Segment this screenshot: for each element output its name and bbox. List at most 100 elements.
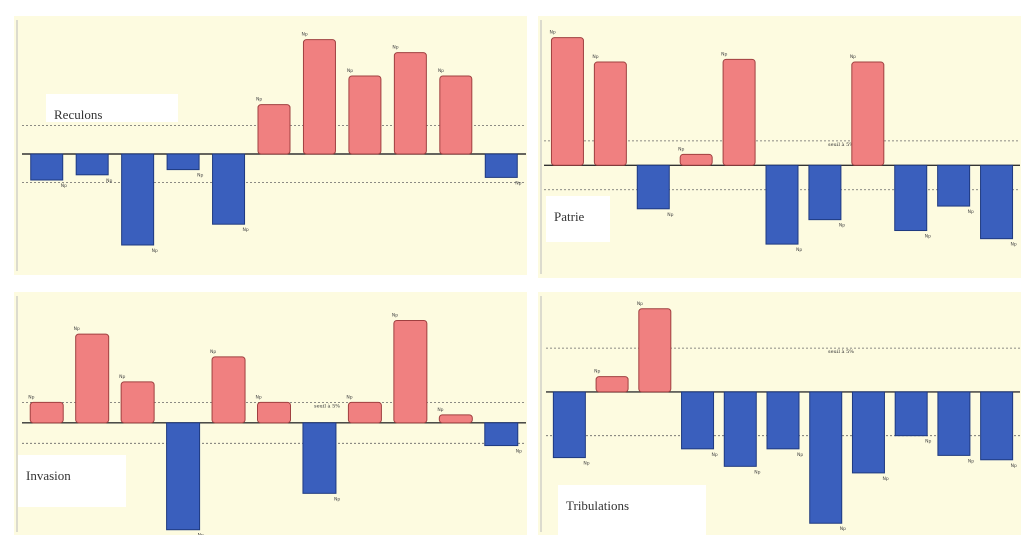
bar: [302, 39, 336, 155]
bar-label: Np: [968, 458, 974, 464]
bar-label: Np: [796, 247, 802, 253]
bar: [636, 164, 670, 210]
bar-label: Np: [925, 234, 931, 240]
bar: [681, 391, 715, 450]
chart-panel-patrie: seuil à 5% Np Np Np Np Np Np Np Np Np Np Np Patrie: [538, 16, 1021, 278]
bar-label: Np: [243, 227, 249, 233]
bar: [851, 391, 885, 474]
bar-label: Np: [198, 533, 204, 535]
bar: [212, 153, 246, 225]
bar: [348, 75, 382, 155]
bar: [75, 333, 110, 424]
bar-label: Np: [712, 452, 718, 458]
bar: [766, 391, 800, 450]
bar-label: Np: [119, 374, 125, 380]
bar-label: Np: [256, 394, 262, 400]
bar: [595, 376, 629, 393]
bar-label: Np: [797, 452, 803, 458]
bar-label: Np: [637, 301, 643, 307]
bar: [438, 414, 473, 424]
bar-label: Np: [197, 173, 203, 179]
bar-label: Np: [438, 68, 444, 74]
bar: [894, 391, 928, 437]
bar-label: Np: [74, 326, 80, 332]
bar: [552, 391, 586, 459]
bar-label: Np: [515, 180, 521, 186]
bar: [980, 164, 1014, 240]
chart-svg: Np Np Np Np Np Np Np Np Np Np Np: [16, 20, 526, 271]
bar-label: Np: [346, 394, 352, 400]
bar: [484, 153, 518, 178]
bar-label: Np: [1011, 463, 1017, 469]
bar: [166, 422, 201, 531]
bar-label: Np: [721, 51, 727, 57]
bar: [937, 164, 971, 207]
bar: [638, 308, 672, 393]
bar-label: Np: [667, 212, 673, 218]
bar-label: Np: [754, 469, 760, 475]
bar: [257, 104, 291, 155]
chart-panel-invasion: seuil à 5% Np Np Np Np Np Np Np Np Np Np Np Invasio…: [14, 292, 527, 535]
bar: [302, 422, 337, 494]
bar: [30, 153, 64, 181]
bar: [593, 61, 627, 166]
bar-label: Np: [549, 30, 555, 36]
bar: [484, 422, 519, 447]
bar-label: Np: [392, 45, 398, 51]
bar-label: Np: [968, 209, 974, 215]
bar-label: Np: [516, 449, 522, 455]
bar: [393, 52, 427, 155]
chart-title: Tribulations: [558, 485, 706, 535]
bar: [809, 391, 843, 524]
bar-label: Np: [592, 54, 598, 60]
bar: [722, 58, 756, 166]
chart-panel-reculons: Np Np Np Np Np Np Np Np Np Np Np Reculons: [14, 16, 527, 275]
bar-label: Np: [392, 312, 398, 318]
bar-label: Np: [678, 146, 684, 152]
threshold-label: seuil à 5%: [314, 402, 340, 409]
bar-label: Np: [839, 223, 845, 229]
bar-label: Np: [106, 178, 112, 184]
threshold-label: seuil à 5%: [828, 348, 854, 355]
bar: [894, 164, 928, 232]
bar-label: Np: [210, 349, 216, 355]
bar-label: Np: [850, 54, 856, 60]
bar-label: Np: [152, 248, 158, 254]
threshold-label: seuil à 5%: [828, 141, 854, 148]
chart-svg: seuil à 5% Np Np Np Np Np Np Np Np Np Np Np: [16, 296, 526, 535]
bar: [808, 164, 842, 221]
chart-svg: seuil à 5% Np Np Np Np Np Np Np Np Np Np Np: [540, 20, 1020, 274]
bar-label: Np: [882, 476, 888, 482]
bar: [851, 61, 885, 166]
chart-panel-tribulations: seuil à 5% Np Np Np Np Np Np Np Np Np Np Np Tribula…: [538, 292, 1021, 535]
bar-label: Np: [583, 461, 589, 467]
chart-title: Reculons: [46, 94, 178, 122]
bar-label: Np: [256, 97, 262, 103]
bar-label: Np: [594, 369, 600, 375]
bar-label: Np: [347, 68, 353, 74]
bar: [257, 401, 291, 424]
bar-label: Np: [61, 183, 67, 189]
bar: [166, 153, 200, 171]
bar-label: Np: [28, 394, 34, 400]
bar-label: Np: [925, 439, 931, 445]
bar: [439, 75, 473, 155]
chart-svg: seuil à 5% Np Np Np Np Np Np Np Np Np Np Np: [540, 296, 1020, 532]
bar-label: Np: [301, 32, 307, 38]
bar: [75, 153, 109, 176]
bar-label: Np: [334, 496, 340, 502]
bar: [211, 356, 246, 424]
bar: [29, 401, 64, 424]
bar: [937, 391, 971, 456]
bar-label: Np: [840, 526, 846, 532]
chart-title: Invasion: [18, 455, 126, 507]
bar: [393, 319, 428, 424]
bar: [120, 381, 155, 424]
bar: [980, 391, 1014, 461]
bar: [765, 164, 799, 245]
bar: [550, 37, 584, 166]
bar: [723, 391, 757, 467]
bar-label: Np: [437, 407, 443, 413]
bar-label: Np: [1011, 242, 1017, 248]
bar: [347, 401, 382, 424]
